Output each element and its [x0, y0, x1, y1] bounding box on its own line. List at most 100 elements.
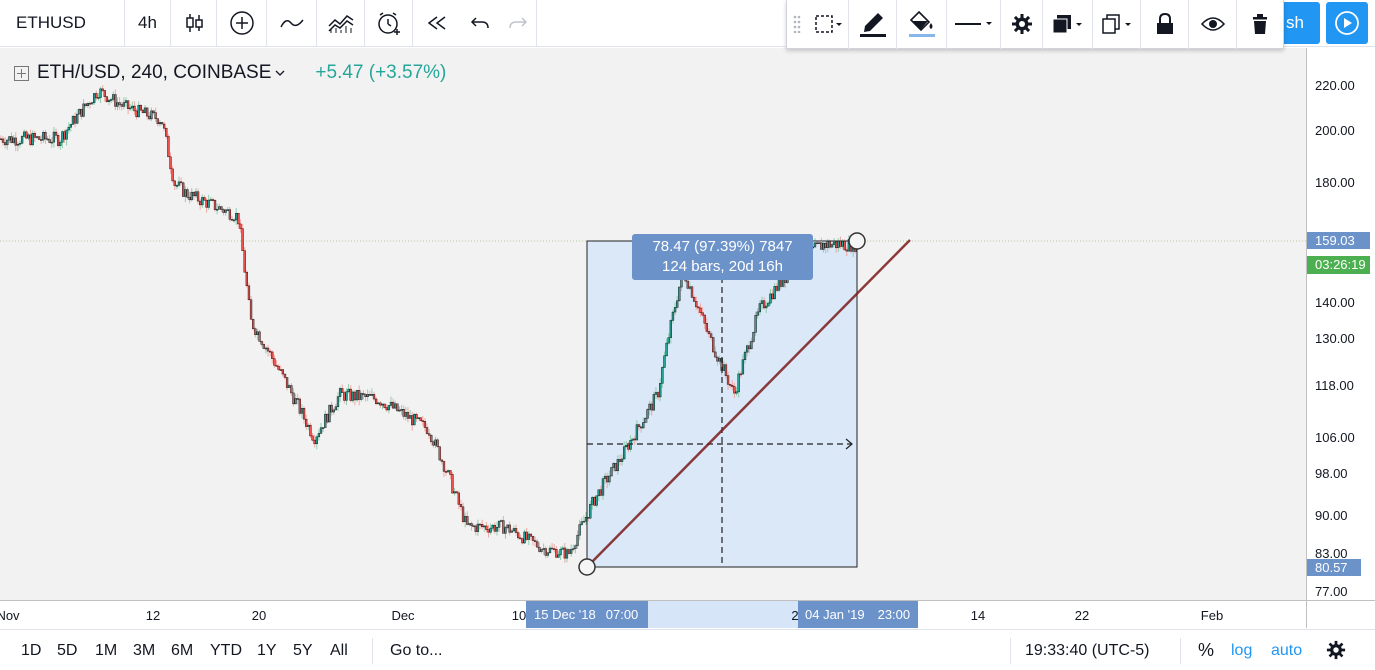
- candle-body: [733, 386, 736, 394]
- line-style-icon: [954, 22, 992, 25]
- candle-body: [512, 528, 516, 532]
- candle-body: [205, 199, 208, 208]
- candle-body: [387, 405, 391, 411]
- timezone-clock[interactable]: 19:33:40 (UTC-5): [1025, 642, 1150, 659]
- bar-replay-button[interactable]: [1326, 2, 1368, 44]
- expand-legend-icon[interactable]: [14, 65, 29, 81]
- indicators-button[interactable]: [317, 0, 365, 46]
- add-indicator-button[interactable]: [217, 0, 267, 46]
- pencil-icon: [859, 13, 886, 37]
- time-axis[interactable]: Nov 12 20 Dec 10 24 14 22 Feb 15 Dec '18…: [0, 600, 1306, 628]
- range-all[interactable]: All: [330, 642, 348, 659]
- time-tick: 2: [791, 608, 799, 623]
- candle-body: [813, 242, 817, 248]
- candle-body: [264, 347, 268, 350]
- chart-settings-button[interactable]: [1326, 640, 1346, 665]
- candle-body: [773, 286, 776, 300]
- symbol-search-button[interactable]: ETHUSD: [0, 0, 125, 46]
- publish-button[interactable]: sh: [1284, 2, 1320, 44]
- candle-body: [574, 545, 577, 549]
- range-5y[interactable]: 5Y: [293, 642, 313, 659]
- candle-body: [222, 209, 225, 213]
- candle-body: [709, 333, 713, 338]
- candle-body: [129, 107, 132, 110]
- candle-body: [114, 94, 117, 107]
- candle-body: [46, 138, 49, 141]
- time-tick: Dec: [391, 608, 415, 623]
- auto-scale-button[interactable]: auto: [1271, 642, 1303, 659]
- price-chart[interactable]: [0, 48, 1306, 600]
- candle-body: [12, 137, 15, 143]
- candle-body: [504, 527, 507, 534]
- candle-body: [65, 129, 68, 140]
- legend-title[interactable]: ETH/USD, 240, COINBASE: [37, 62, 272, 83]
- drawing-settings-button[interactable]: [1001, 0, 1043, 49]
- price-axis[interactable]: 220.00 200.00 180.00 140.00 130.00 118.0…: [1306, 48, 1375, 600]
- range-6m[interactable]: 6M: [171, 642, 194, 659]
- range-1m[interactable]: 1M: [95, 642, 118, 659]
- candle-body: [99, 88, 102, 98]
- candle-body: [107, 99, 111, 102]
- range-ytd[interactable]: YTD: [210, 642, 242, 659]
- candle-body: [623, 446, 626, 460]
- candle-body: [362, 393, 365, 395]
- candle-body: [705, 323, 709, 332]
- alert-button[interactable]: [365, 0, 413, 46]
- replay-button-toolbar[interactable]: [413, 0, 461, 46]
- candle-body: [525, 531, 528, 540]
- log-scale-button[interactable]: log: [1231, 642, 1253, 659]
- range-5d[interactable]: 5D: [57, 642, 78, 659]
- axis-corner: [1306, 600, 1375, 628]
- candle-body: [468, 523, 471, 525]
- candle-body: [476, 523, 480, 532]
- line-style-button[interactable]: [947, 0, 1001, 49]
- interval-button[interactable]: 4h: [125, 0, 171, 46]
- clone-button[interactable]: [1093, 0, 1141, 49]
- range-1y[interactable]: 1Y: [257, 642, 277, 659]
- candle-body: [232, 219, 236, 222]
- percent-scale-button[interactable]: %: [1198, 640, 1215, 660]
- indicators-icon: [327, 15, 353, 33]
- template-button[interactable]: [807, 0, 849, 49]
- price-tick: 98.00: [1315, 466, 1348, 481]
- goto-button[interactable]: Go to...: [390, 642, 443, 659]
- line-color-button[interactable]: [849, 0, 897, 49]
- add-indicator-icon: [229, 11, 254, 35]
- chart-style-button[interactable]: [171, 0, 217, 46]
- candle-body: [109, 99, 113, 101]
- candle-body: [671, 311, 675, 321]
- candle-body: [93, 93, 96, 103]
- range-3m[interactable]: 3M: [133, 642, 156, 659]
- candle-body: [714, 351, 717, 358]
- candle-body: [148, 115, 151, 120]
- compare-button[interactable]: [267, 0, 317, 46]
- chevron-down-icon[interactable]: [275, 69, 285, 77]
- lock-button[interactable]: [1141, 0, 1189, 49]
- candle-body: [421, 420, 424, 422]
- chart-pane[interactable]: ETH/USD, 240, COINBASE +5.47 (+3.57%) 78…: [0, 48, 1306, 600]
- drawbar-drag-handle[interactable]: [787, 0, 807, 49]
- candle-body: [631, 438, 634, 441]
- candle-body: [750, 341, 753, 350]
- undo-button[interactable]: [461, 0, 499, 46]
- candle-body: [281, 369, 285, 375]
- candle-body: [676, 300, 679, 308]
- visual-order-button[interactable]: [1043, 0, 1093, 49]
- fill-color-button[interactable]: [897, 0, 947, 49]
- time-tick: 14: [970, 608, 986, 623]
- candle-body: [249, 299, 253, 320]
- candle-body: [351, 391, 354, 401]
- range-1d[interactable]: 1D: [21, 642, 42, 659]
- candle-body: [196, 191, 200, 202]
- hide-button[interactable]: [1189, 0, 1237, 49]
- delete-button[interactable]: [1237, 0, 1283, 49]
- candle-body: [608, 475, 611, 483]
- redo-button[interactable]: [499, 0, 537, 46]
- candle-body: [296, 398, 299, 400]
- candle-body: [86, 102, 89, 106]
- candle-body: [283, 373, 287, 378]
- candle-body: [820, 242, 823, 250]
- candle-body: [256, 331, 259, 335]
- candle-body: [644, 418, 647, 423]
- candle-body: [226, 209, 229, 211]
